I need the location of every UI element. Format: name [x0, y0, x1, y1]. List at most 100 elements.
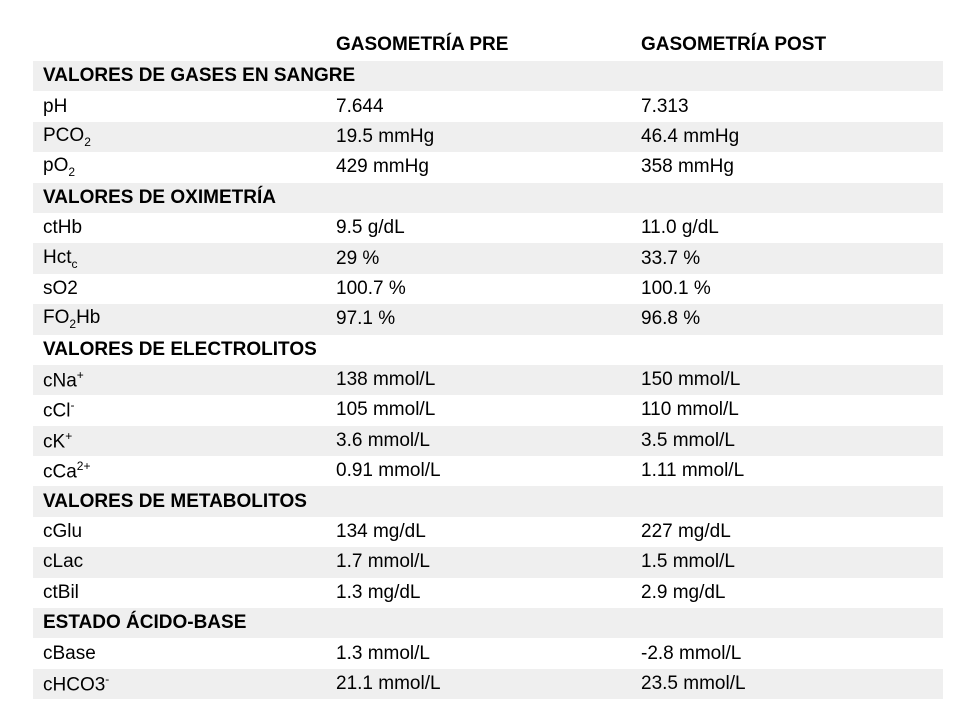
row-label: FO2Hb [33, 307, 336, 331]
label-subscript: 2 [68, 165, 76, 180]
header-cell: GASOMETRÍA PRE [336, 33, 509, 55]
pre-value: 97.1 % [336, 308, 396, 330]
pre-value: 134 mg/dL [336, 521, 426, 543]
label-text: cHCO3 [43, 674, 106, 696]
post-value: 11.0 g/dL [641, 217, 719, 239]
row-label: sO2 [33, 278, 336, 300]
label-text: cNa [43, 370, 77, 392]
post-value: 100.1 % [641, 277, 711, 299]
pre-value: 21.1 mmol/L [336, 673, 441, 694]
label-subscript: 2 [69, 317, 77, 332]
data-row: cCa2+ 0.91 mmol/L 1.11 mmol/L [33, 456, 943, 486]
label-text: PCO [43, 125, 85, 147]
pre-value: 100.7 % [336, 277, 406, 299]
header-row: GASOMETRÍA PRE GASOMETRÍA POST [33, 28, 943, 61]
data-row: cNa+ 138 mmol/L 150 mmol/L [33, 364, 943, 396]
pre-value: 138 mmol/L [336, 369, 436, 391]
row-label: cBase [33, 643, 336, 665]
section-title: VALORES DE OXIMETRÍA [43, 186, 276, 208]
label-superscript: + [76, 367, 84, 382]
row-label: pO2 [33, 155, 336, 179]
row-label: cCl- [33, 398, 336, 422]
label-superscript: - [70, 398, 75, 413]
label-text: pH [43, 95, 68, 117]
section-title: VALORES DE GASES EN SANGRE [43, 65, 356, 87]
data-row: cGlu 134 mg/dL 227 mg/dL [33, 517, 943, 547]
label-text: cBase [43, 642, 96, 664]
label-subscript: 2 [84, 134, 91, 149]
label-text: Hct [43, 246, 72, 268]
pre-value: 7.644 [336, 95, 384, 117]
post-value: 1.11 mmol/L [641, 460, 745, 482]
post-value: 110 mmol/L [641, 399, 739, 421]
pre-value: 9.5 g/dL [336, 217, 405, 239]
post-value: 33.7 % [641, 247, 701, 269]
post-value: 96.8 % [641, 308, 701, 330]
row-label: cLac [33, 551, 336, 573]
row-label: cNa+ [33, 368, 336, 392]
section-title: VALORES DE METABOLITOS [43, 490, 307, 512]
label-text: cCl [43, 400, 71, 422]
header-cell: GASOMETRÍA POST [641, 33, 827, 55]
post-value: -2.8 mmol/L [641, 642, 742, 664]
data-row: cK+ 3.6 mmol/L 3.5 mmol/L [33, 425, 943, 457]
post-value: 2.9 mg/dL [641, 581, 726, 603]
label-text: FO [43, 307, 70, 329]
pre-value: 0.91 mmol/L [336, 460, 441, 482]
row-label: cHCO3- [33, 672, 336, 696]
data-row: FO2Hb 97.1 % 96.8 % [33, 304, 943, 335]
pre-value: 1.3 mmol/L [336, 642, 430, 664]
label-text: pO [43, 155, 69, 177]
post-value: 227 mg/dL [641, 521, 731, 543]
label-text: Hb [76, 307, 101, 329]
label-text: ctHb [43, 217, 83, 239]
pre-value: 105 mmol/L [336, 399, 436, 421]
section-title: VALORES DE ELECTROLITOS [43, 338, 317, 360]
data-row: pH 7.644 7.313 [33, 91, 943, 121]
row-label: pH [33, 96, 336, 118]
label-text: sO2 [43, 277, 78, 299]
section-row: VALORES DE METABOLITOS [33, 486, 943, 517]
row-label: PCO2 [33, 125, 336, 149]
data-row: ctHb 9.5 g/dL 11.0 g/dL [33, 213, 943, 243]
data-row: ctBil 1.3 mg/dL 2.9 mg/dL [33, 578, 943, 608]
pre-value: 1.7 mmol/L [336, 551, 430, 573]
data-row: Hctc 29 % 33.7 % [33, 243, 943, 274]
label-text: cCa [43, 461, 77, 483]
pre-value: 29 % [336, 247, 380, 269]
row-label: ctBil [33, 582, 336, 604]
pre-value: 1.3 mg/dL [336, 581, 421, 603]
row-label: cCa2+ [33, 459, 336, 483]
label-subscript: c [71, 256, 78, 271]
label-superscript: + [65, 428, 73, 443]
section-row: ESTADO ÁCIDO-BASE [33, 608, 943, 639]
post-value: 1.5 mmol/L [641, 551, 735, 573]
section-row: VALORES DE ELECTROLITOS [33, 335, 943, 365]
data-row: cLac 1.7 mmol/L 1.5 mmol/L [33, 547, 943, 578]
data-row: cHCO3- 21.1 mmol/L 23.5 mmol/L [33, 668, 943, 700]
row-label: cGlu [33, 521, 336, 543]
section-row: VALORES DE GASES EN SANGRE [33, 61, 943, 92]
row-label: ctHb [33, 217, 336, 239]
section-row: VALORES DE OXIMETRÍA [33, 182, 943, 213]
data-row: cBase 1.3 mmol/L -2.8 mmol/L [33, 638, 943, 668]
data-row: pO2 429 mmHg 358 mmHg [33, 152, 943, 182]
label-text: cGlu [43, 521, 83, 543]
row-label: cK+ [33, 429, 336, 453]
data-row: cCl- 105 mmol/L 110 mmol/L [33, 395, 943, 425]
post-value: 46.4 mmHg [641, 125, 740, 147]
post-value: 358 mmHg [641, 156, 734, 178]
pre-value: 3.6 mmol/L [336, 429, 430, 451]
pre-value: 429 mmHg [336, 156, 429, 178]
data-row: sO2 100.7 % 100.1 % [33, 274, 943, 304]
post-value: 7.313 [641, 95, 689, 117]
section-title: ESTADO ÁCIDO-BASE [43, 612, 247, 634]
table: GASOMETRÍA PRE GASOMETRÍA POST VALORES D… [33, 28, 943, 700]
post-value: 23.5 mmol/L [641, 673, 746, 694]
data-row: PCO2 19.5 mmHg 46.4 mmHg [33, 121, 943, 153]
label-text: ctBil [43, 581, 79, 603]
post-value: 3.5 mmol/L [641, 429, 735, 451]
pre-value: 19.5 mmHg [336, 125, 435, 147]
label-text: cLac [43, 551, 84, 573]
